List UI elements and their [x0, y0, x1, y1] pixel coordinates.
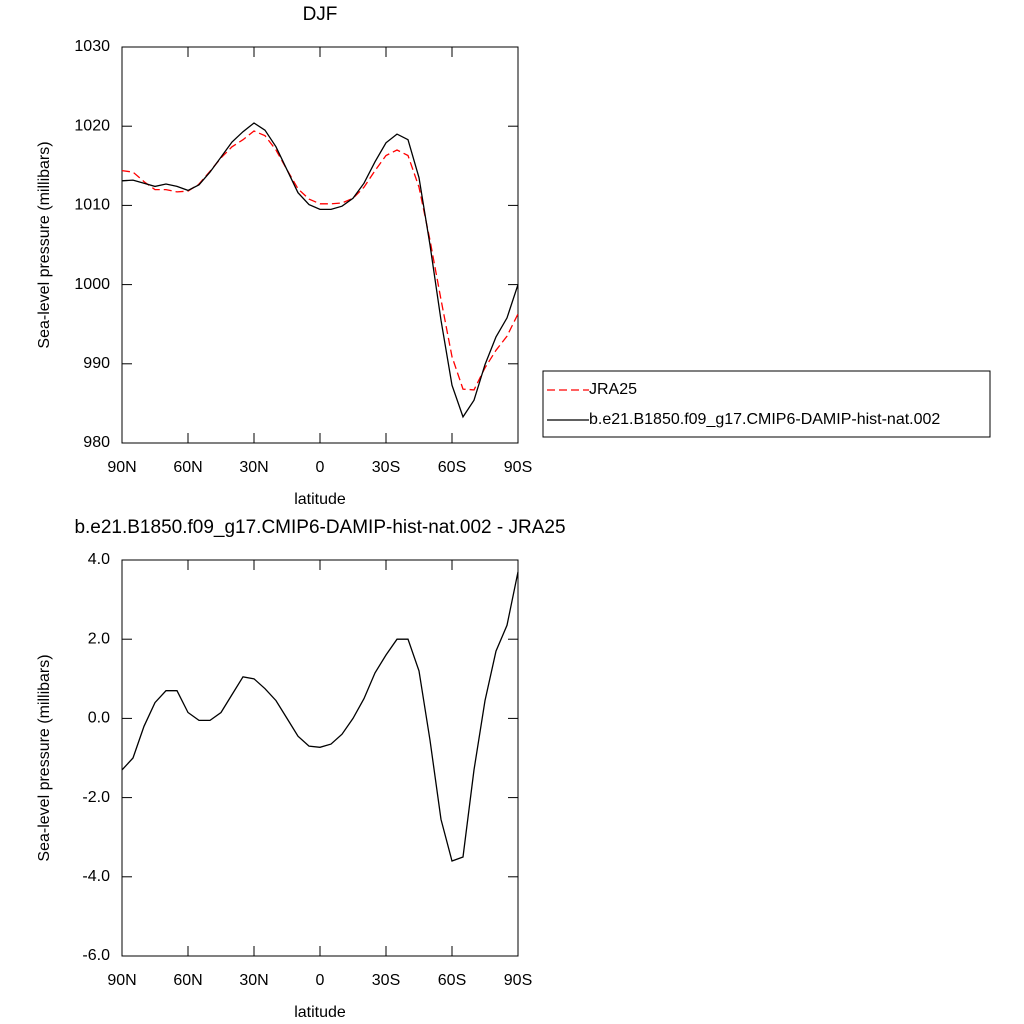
data-line	[121, 122, 519, 419]
y-tick-label: 980	[83, 434, 110, 451]
x-tick-label: 60S	[438, 972, 466, 989]
y-tick-label: 1010	[74, 197, 110, 214]
x-tick-label: 30N	[239, 972, 268, 989]
x-tick-label: 30S	[372, 972, 400, 989]
plot-frame	[121, 559, 519, 957]
x-tick-label: 0	[316, 972, 325, 989]
x-tick-label: 30S	[372, 459, 400, 476]
x-tick-label: 0	[316, 459, 325, 476]
x-tick-label: 90N	[107, 972, 136, 989]
x-axis-label: latitude	[294, 1004, 346, 1021]
data-line	[121, 571, 519, 862]
y-axis-label: Sea-level pressure (millibars)	[36, 654, 53, 861]
y-tick-label: 1000	[74, 276, 110, 293]
x-tick-label: 90S	[504, 972, 532, 989]
data-line	[121, 130, 519, 391]
y-axis-label: Sea-level pressure (millibars)	[36, 141, 53, 348]
y-tick-label: 4.0	[88, 551, 110, 568]
y-tick-label: 0.0	[88, 710, 110, 727]
y-tick-label: 990	[83, 355, 110, 372]
y-tick-label: -2.0	[82, 789, 110, 806]
y-tick-label: 1020	[74, 117, 110, 134]
y-tick-label: 1030	[74, 38, 110, 55]
chart-title: b.e21.B1850.f09_g17.CMIP6-DAMIP-hist-nat…	[74, 517, 565, 538]
legend-box	[542, 370, 991, 438]
plot-frame	[121, 46, 519, 444]
x-tick-label: 90N	[107, 459, 136, 476]
legend-label: JRA25	[589, 381, 637, 398]
x-tick-label: 60N	[173, 459, 202, 476]
x-tick-label: 90S	[504, 459, 532, 476]
legend-label: b.e21.B1850.f09_g17.CMIP6-DAMIP-hist-nat…	[589, 411, 940, 428]
x-axis-label: latitude	[294, 491, 346, 508]
y-tick-label: -6.0	[82, 947, 110, 964]
x-tick-label: 60S	[438, 459, 466, 476]
chart-title: DJF	[303, 4, 338, 25]
x-tick-label: 30N	[239, 459, 268, 476]
y-tick-label: 2.0	[88, 630, 110, 647]
x-tick-label: 60N	[173, 972, 202, 989]
y-tick-label: -4.0	[82, 868, 110, 885]
